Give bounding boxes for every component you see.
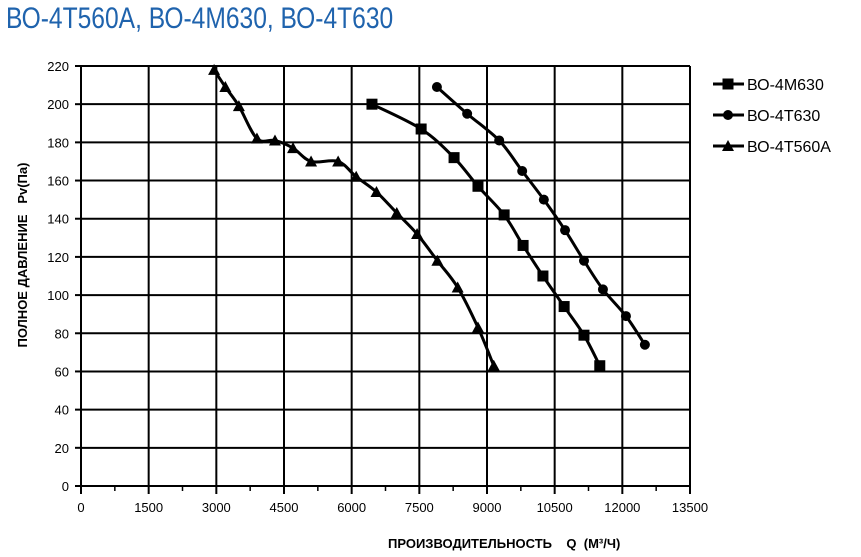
data-point xyxy=(431,254,444,266)
data-point xyxy=(370,186,383,197)
x-tick-label: 12000 xyxy=(604,500,640,515)
data-point xyxy=(431,82,442,92)
data-point xyxy=(594,360,606,372)
data-point xyxy=(448,152,460,164)
x-tick-label: 7500 xyxy=(405,500,434,515)
y-tick-label: 20 xyxy=(55,441,69,456)
data-point xyxy=(415,123,427,135)
x-tick-label: 13500 xyxy=(672,500,708,515)
y-tick-label: 0 xyxy=(62,479,69,494)
legend-label: ВО-4Т630 xyxy=(747,108,820,125)
legend-label: ВО-4М630 xyxy=(747,77,824,94)
x-tick-label: 3000 xyxy=(202,500,231,515)
data-point xyxy=(287,142,300,154)
data-point xyxy=(620,311,631,322)
data-point xyxy=(538,194,549,205)
data-point xyxy=(578,329,590,341)
series-line xyxy=(371,102,602,367)
data-point xyxy=(487,359,500,371)
data-point xyxy=(471,321,484,333)
series-line xyxy=(212,68,496,367)
x-tick-label: 0 xyxy=(77,500,84,515)
data-point xyxy=(537,270,549,282)
y-tick-label: 160 xyxy=(47,174,69,189)
data-point xyxy=(268,134,281,146)
data-point xyxy=(250,132,263,144)
legend-marker xyxy=(722,78,734,90)
y-tick-label: 40 xyxy=(55,403,69,418)
data-point xyxy=(494,135,505,146)
y-tick-label: 120 xyxy=(47,250,69,265)
data-point xyxy=(219,81,232,92)
data-point xyxy=(578,255,589,266)
data-point xyxy=(232,100,245,112)
y-tick-label: 180 xyxy=(47,135,69,150)
y-tick-label: 100 xyxy=(47,288,69,303)
y-tick-label: 140 xyxy=(47,212,69,227)
x-tick-label: 6000 xyxy=(337,500,366,515)
x-tick-label: 1500 xyxy=(134,500,163,515)
data-point xyxy=(462,108,473,119)
x-tick-label: 9000 xyxy=(473,500,502,515)
data-point xyxy=(517,239,529,251)
x-tick-label: 10500 xyxy=(537,500,573,515)
y-axis-label: ПОЛНОЕ ДАВЛЕНИЕ Pv(Па) xyxy=(15,163,30,348)
data-point xyxy=(305,155,318,167)
legend-marker xyxy=(723,110,733,120)
chart-title: ВО-4Т560А, ВО-4М630, ВО-4Т630 xyxy=(6,2,394,35)
data-point xyxy=(639,339,650,350)
data-point xyxy=(411,228,424,239)
y-tick-label: 200 xyxy=(47,97,69,112)
y-tick-label: 80 xyxy=(55,326,69,341)
data-point xyxy=(597,284,608,295)
legend-marker xyxy=(722,140,734,151)
x-tick-label: 4500 xyxy=(270,500,299,515)
y-tick-label: 60 xyxy=(55,364,69,379)
series-line xyxy=(435,85,647,346)
data-point xyxy=(208,63,221,75)
data-point xyxy=(560,225,571,236)
data-point xyxy=(558,301,570,313)
data-point xyxy=(350,170,363,182)
data-point xyxy=(366,98,378,110)
data-point xyxy=(332,155,345,167)
legend-label: ВО-4Т560А xyxy=(747,139,831,156)
y-tick-label: 220 xyxy=(47,59,69,74)
data-point xyxy=(390,207,403,218)
x-axis-label: ПРОИЗВОДИТЕЛЬНОСТЬ Q (М³/Ч) xyxy=(388,536,620,551)
data-point xyxy=(451,281,464,293)
data-point xyxy=(498,209,510,221)
data-point xyxy=(517,166,528,176)
data-point xyxy=(472,180,484,192)
